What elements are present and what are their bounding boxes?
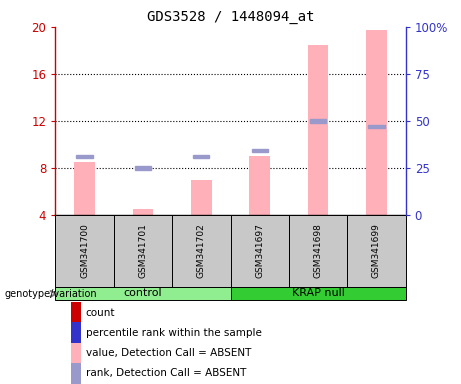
- Bar: [252, 149, 268, 152]
- Text: genotype/variation: genotype/variation: [5, 289, 97, 299]
- Bar: [368, 125, 384, 129]
- Bar: [230, 215, 289, 287]
- Text: GSM341702: GSM341702: [197, 223, 206, 278]
- Text: value, Detection Call = ABSENT: value, Detection Call = ABSENT: [86, 348, 251, 358]
- Bar: [347, 215, 406, 287]
- Bar: [114, 215, 172, 287]
- Text: GSM341699: GSM341699: [372, 223, 381, 278]
- Text: KRAP null: KRAP null: [292, 288, 344, 298]
- Bar: [77, 155, 93, 158]
- Bar: [366, 30, 387, 215]
- Text: rank, Detection Call = ABSENT: rank, Detection Call = ABSENT: [86, 368, 246, 379]
- Bar: [71, 363, 82, 384]
- Bar: [172, 215, 230, 287]
- Bar: [55, 287, 230, 300]
- Bar: [71, 322, 82, 343]
- Text: GSM341697: GSM341697: [255, 223, 264, 278]
- Bar: [310, 119, 326, 122]
- Bar: [135, 166, 151, 170]
- Bar: [71, 302, 82, 323]
- Text: count: count: [86, 308, 115, 318]
- Bar: [308, 45, 328, 215]
- Bar: [230, 287, 406, 300]
- Text: GSM341701: GSM341701: [138, 223, 148, 278]
- Bar: [191, 180, 212, 215]
- Bar: [74, 162, 95, 215]
- Title: GDS3528 / 1448094_at: GDS3528 / 1448094_at: [147, 10, 314, 25]
- Bar: [55, 215, 114, 287]
- Bar: [289, 215, 347, 287]
- Text: GSM341700: GSM341700: [80, 223, 89, 278]
- Bar: [71, 343, 82, 364]
- Text: GSM341698: GSM341698: [313, 223, 323, 278]
- Text: control: control: [124, 288, 162, 298]
- Bar: [249, 156, 270, 215]
- Bar: [193, 155, 209, 158]
- Text: percentile rank within the sample: percentile rank within the sample: [86, 328, 261, 338]
- Bar: [133, 209, 153, 215]
